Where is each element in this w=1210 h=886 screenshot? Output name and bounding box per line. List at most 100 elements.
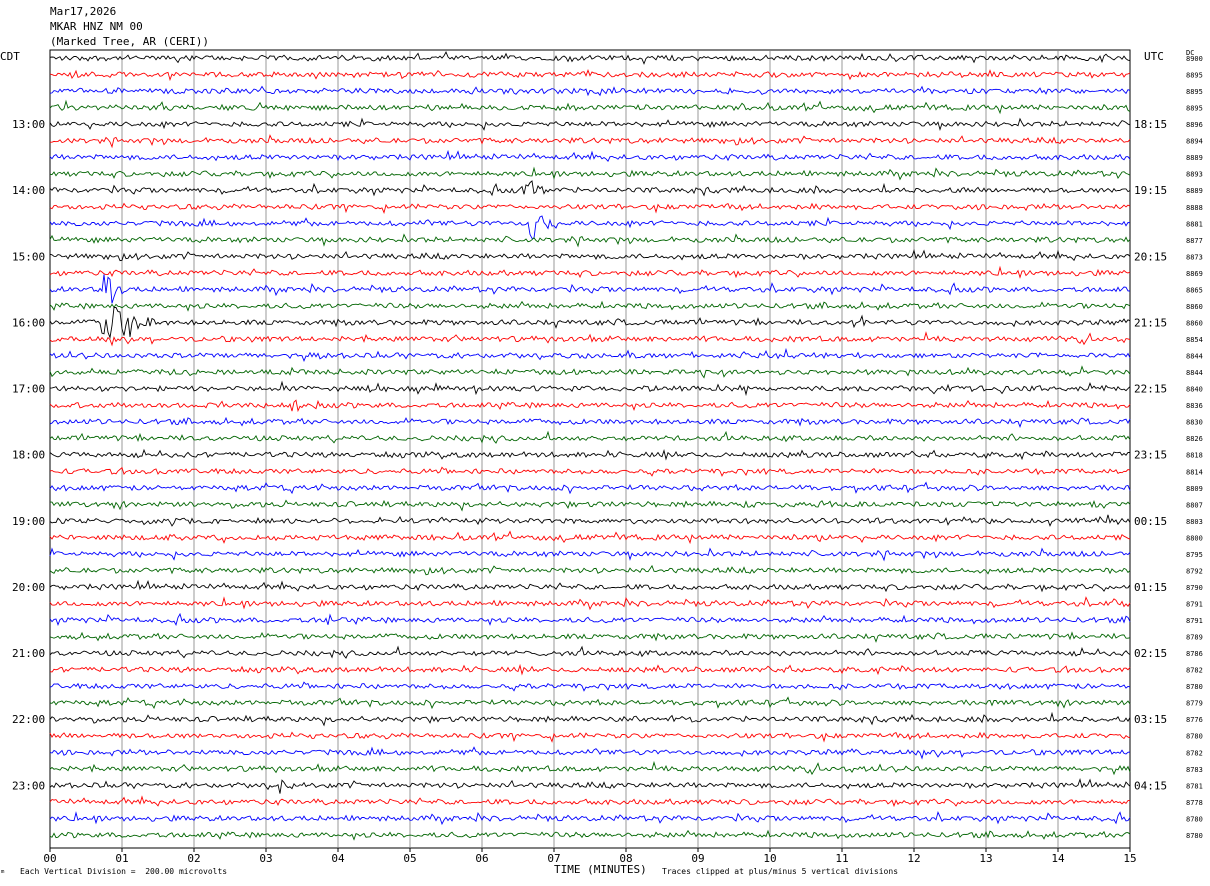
x-tick-label: 11 bbox=[835, 852, 848, 865]
dc-offset-label: 8795 bbox=[1186, 551, 1203, 559]
dc-offset-label: 8877 bbox=[1186, 237, 1203, 245]
dc-offset-label: 8888 bbox=[1186, 204, 1203, 212]
seismic-trace bbox=[49, 85, 1131, 97]
dc-offset-label: 8869 bbox=[1186, 270, 1203, 278]
seismic-trace bbox=[49, 466, 1131, 477]
seismic-trace bbox=[49, 249, 1131, 262]
seismic-trace bbox=[49, 777, 1131, 794]
seismic-trace bbox=[50, 499, 1131, 512]
dc-offset-label: 8889 bbox=[1186, 154, 1203, 162]
dc-offset-label: 8889 bbox=[1186, 187, 1203, 195]
x-tick-label: 04 bbox=[331, 852, 345, 865]
dc-offset-label: 8789 bbox=[1186, 634, 1203, 642]
seismic-trace bbox=[49, 99, 1131, 115]
right-hour-label: 02:15 bbox=[1134, 647, 1167, 660]
dc-offset-label: 8844 bbox=[1186, 369, 1203, 377]
station-code: MKAR HNZ NM 00 bbox=[50, 20, 143, 33]
seismic-trace bbox=[49, 380, 1131, 397]
dc-offset-label: 8895 bbox=[1186, 88, 1203, 96]
dc-offset-label: 8800 bbox=[1186, 534, 1203, 542]
seismic-trace bbox=[49, 731, 1131, 743]
seismic-trace bbox=[49, 596, 1131, 611]
dc-offset-label: 8844 bbox=[1186, 353, 1203, 361]
right-hour-label: 20:15 bbox=[1134, 250, 1167, 263]
dc-offset-label: 8830 bbox=[1186, 419, 1203, 427]
left-timezone-label: CDT bbox=[0, 50, 20, 63]
right-hour-label: 18:15 bbox=[1134, 118, 1167, 131]
dc-offset-label: 8778 bbox=[1186, 799, 1203, 807]
dc-offset-label: 8900 bbox=[1186, 55, 1203, 63]
dc-label: DC bbox=[1186, 49, 1195, 57]
x-axis-title: TIME (MINUTES) bbox=[554, 863, 647, 876]
seismic-trace bbox=[49, 300, 1131, 312]
dc-offset-label: 8893 bbox=[1186, 171, 1203, 179]
left-hour-label: 14:00 bbox=[12, 184, 45, 197]
x-tick-label: 03 bbox=[259, 852, 272, 865]
x-tick-label: 08 bbox=[619, 852, 632, 865]
dc-offset-label: 8807 bbox=[1186, 501, 1203, 509]
clip-note: Traces clipped at plus/minus 5 vertical … bbox=[662, 867, 899, 876]
seismic-trace bbox=[49, 810, 1131, 826]
left-hour-label: 16:00 bbox=[12, 316, 45, 329]
left-hour-label: 23:00 bbox=[12, 779, 45, 792]
dc-offset-label: 8803 bbox=[1186, 518, 1203, 526]
dc-offset-label: 8781 bbox=[1186, 782, 1203, 790]
x-tick-label: 14 bbox=[1051, 852, 1065, 865]
left-hour-label: 19:00 bbox=[12, 515, 45, 528]
seismic-trace bbox=[49, 416, 1131, 428]
seismic-trace bbox=[49, 746, 1131, 760]
dc-offset-label: 8791 bbox=[1186, 600, 1203, 608]
plot-date: Mar17,2026 bbox=[50, 5, 117, 18]
x-tick-label: 07 bbox=[547, 852, 560, 865]
seismic-trace bbox=[49, 69, 1131, 82]
right-hour-label: 21:15 bbox=[1134, 316, 1167, 329]
dc-offset-label: 8782 bbox=[1186, 749, 1203, 757]
right-timezone-label: UTC bbox=[1144, 50, 1164, 63]
plot-frame bbox=[49, 49, 1131, 849]
seismic-trace bbox=[49, 117, 1131, 132]
x-tick-label: 15 bbox=[1123, 852, 1136, 865]
dc-offset-label: 8791 bbox=[1186, 617, 1203, 625]
seismic-trace bbox=[49, 448, 1130, 461]
x-tick-label: 01 bbox=[115, 852, 128, 865]
seismic-trace bbox=[49, 481, 1131, 495]
x-tick-label: 10 bbox=[763, 852, 776, 865]
dc-offset-label: 8854 bbox=[1186, 336, 1203, 344]
seismic-trace bbox=[49, 149, 1131, 163]
left-hour-label: 20:00 bbox=[12, 581, 45, 594]
right-hour-label: 22:15 bbox=[1134, 383, 1167, 396]
dc-offset-label: 8860 bbox=[1186, 303, 1203, 311]
dc-offset-label: 8818 bbox=[1186, 452, 1203, 460]
seismic-trace bbox=[49, 202, 1131, 214]
station-location: (Marked Tree, AR (CERI)) bbox=[50, 35, 209, 48]
dc-offset-label: 8895 bbox=[1186, 105, 1203, 113]
x-tick-label: 06 bbox=[475, 852, 488, 865]
seismic-trace bbox=[49, 180, 1131, 197]
seismic-trace bbox=[49, 829, 1131, 841]
seismic-trace bbox=[49, 265, 1131, 279]
x-tick-label: 13 bbox=[979, 852, 992, 865]
seismic-trace bbox=[49, 166, 1131, 181]
seismic-trace bbox=[49, 645, 1131, 659]
dc-offset-label: 8860 bbox=[1186, 319, 1203, 327]
dc-offset-label: 8776 bbox=[1186, 716, 1203, 724]
dc-offset-label: 8814 bbox=[1186, 468, 1203, 476]
dc-offset-label: 8865 bbox=[1186, 286, 1203, 294]
seismic-trace bbox=[49, 514, 1131, 527]
seismic-trace bbox=[49, 233, 1131, 248]
right-hour-label: 04:15 bbox=[1134, 779, 1167, 792]
left-hour-label: 15:00 bbox=[12, 250, 45, 263]
seismic-trace bbox=[49, 663, 1131, 676]
x-tick-label: 00 bbox=[43, 852, 56, 865]
seismic-trace bbox=[49, 347, 1131, 363]
seismic-trace bbox=[50, 134, 1131, 149]
seismic-trace bbox=[49, 365, 1131, 379]
seismic-trace bbox=[49, 696, 1131, 710]
scale-note: Each Vertical Division = 200.00 microvol… bbox=[20, 867, 228, 876]
dc-offset-label: 8894 bbox=[1186, 138, 1203, 146]
dc-offset-label: 8790 bbox=[1186, 584, 1203, 592]
dc-offset-label: 8809 bbox=[1186, 485, 1203, 493]
seismic-trace bbox=[49, 631, 1131, 643]
dc-offset-label: 8779 bbox=[1186, 700, 1203, 708]
seismic-trace bbox=[49, 51, 1131, 65]
